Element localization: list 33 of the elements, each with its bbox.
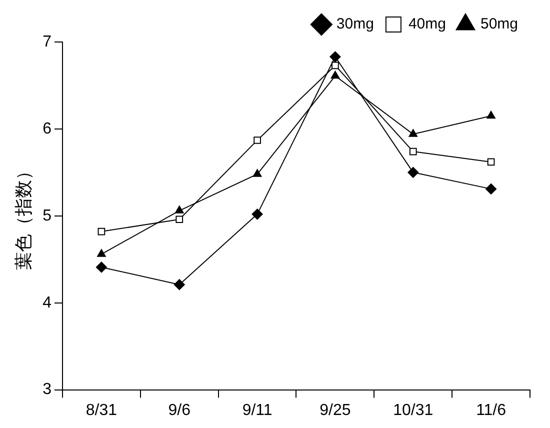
point (487, 158, 495, 166)
y-tick-label: 5 (42, 207, 52, 224)
point (330, 51, 341, 62)
point (408, 129, 418, 137)
point (97, 249, 106, 257)
x-tick-label: 9/6 (168, 402, 191, 419)
x-tick-label: 8/31 (86, 402, 118, 419)
legend-label: 30mg (336, 16, 374, 33)
point (98, 228, 106, 236)
x-tick-label: 9/11 (242, 402, 272, 419)
y-tick-label: 6 (42, 120, 52, 138)
point (254, 136, 261, 144)
point (486, 183, 497, 194)
point (252, 208, 263, 220)
point (409, 148, 417, 156)
point (330, 70, 340, 79)
point (332, 62, 339, 70)
point (486, 110, 496, 119)
y-axis-title: 葉色（指数） (13, 162, 34, 270)
point (96, 262, 107, 273)
y-tick-label: 3 (42, 381, 52, 398)
point (174, 206, 184, 214)
x-tick-label: 11/6 (476, 402, 506, 419)
point (252, 169, 262, 177)
y-tick-label: 4 (42, 294, 52, 312)
point (174, 279, 185, 290)
point (176, 216, 184, 224)
x-tick-label: 10/31 (393, 402, 434, 419)
legend-label: 50mg (480, 16, 518, 33)
point (408, 166, 419, 178)
x-tick-label: 9/25 (320, 402, 351, 419)
legend-label: 40mg (408, 16, 446, 33)
y-tick-label: 7 (42, 33, 52, 50)
